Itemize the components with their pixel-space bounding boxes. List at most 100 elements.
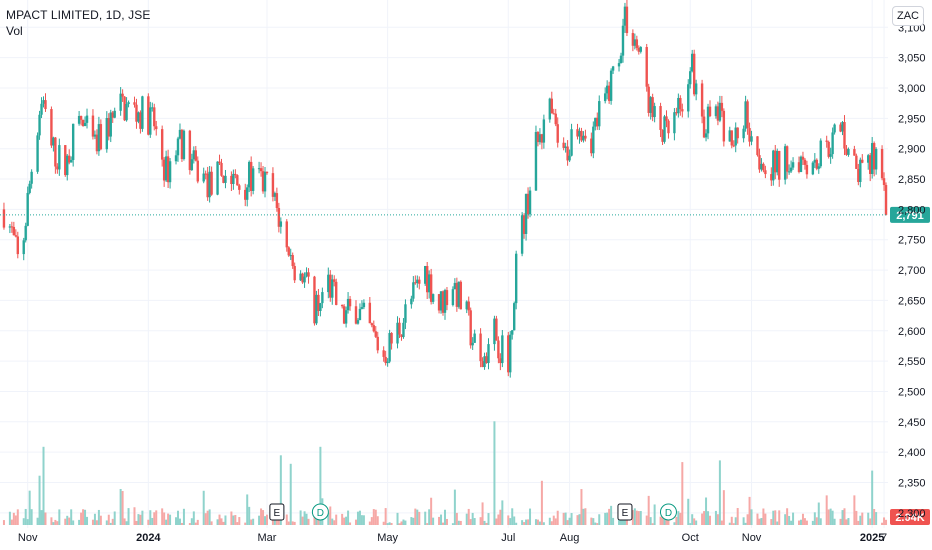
y-tick-label: 3,000 <box>898 83 926 95</box>
candle-body <box>536 132 540 143</box>
candle-body <box>160 129 164 160</box>
volume-bar <box>410 517 413 525</box>
candle-body <box>609 70 613 101</box>
candle-body <box>841 122 844 132</box>
volume-bar <box>819 518 822 525</box>
candle-body <box>178 129 182 139</box>
candle-body <box>570 129 573 156</box>
volume-bar <box>770 519 773 525</box>
volume-bar <box>507 515 510 525</box>
candle-body <box>603 93 607 102</box>
candle-body <box>218 161 221 163</box>
candle-body <box>833 124 836 133</box>
candle-body <box>619 55 623 64</box>
volume-bar <box>578 514 581 525</box>
candle-body <box>216 161 219 195</box>
volume-bar <box>386 523 389 525</box>
candle-body <box>396 322 399 344</box>
volume-bar <box>56 521 59 525</box>
candle-body <box>805 164 809 175</box>
volume-bar <box>180 522 183 525</box>
volume-bar <box>68 517 71 525</box>
volume-bar <box>208 509 211 525</box>
volume-bar <box>258 515 261 525</box>
volume-bar <box>815 517 818 525</box>
volume-bar <box>93 513 96 525</box>
candle-body <box>109 112 112 137</box>
candle-body <box>708 106 712 117</box>
candle-body <box>182 130 186 160</box>
volume-bar <box>163 512 166 525</box>
volume-bar <box>534 519 537 525</box>
candle-body <box>607 85 611 101</box>
candle-body <box>79 115 83 120</box>
currency-button[interactable]: ZAC <box>892 6 924 26</box>
volume-bar <box>58 509 61 525</box>
candle-body <box>645 47 648 87</box>
candle-body <box>811 162 815 175</box>
volume-bar <box>127 508 130 525</box>
volume-bar <box>776 521 779 525</box>
volume-bar <box>125 521 128 525</box>
volume-bar <box>473 518 476 525</box>
x-tick-label: Nov <box>18 532 38 544</box>
candle-body <box>36 135 39 172</box>
candle-body <box>305 272 308 277</box>
volume-bar <box>875 512 878 525</box>
x-tick-label: Nov <box>742 532 762 544</box>
volume-bar <box>734 517 737 525</box>
candle-body <box>750 136 753 142</box>
candle-body <box>204 173 207 175</box>
volume-bar <box>178 518 181 525</box>
candle-body <box>40 103 43 115</box>
volume-bar <box>414 508 417 525</box>
candle-body <box>473 333 476 343</box>
volume-bar <box>97 509 100 525</box>
candle-body <box>69 159 73 163</box>
volume-bar <box>594 522 597 525</box>
volume-bar <box>204 513 207 525</box>
volume-bar <box>220 518 223 525</box>
volume-bar <box>843 508 846 525</box>
volume-bar <box>356 511 359 525</box>
candle-body <box>427 274 431 293</box>
candle-body <box>760 163 763 170</box>
candle-body <box>412 282 415 299</box>
volume-bar <box>677 511 680 525</box>
earnings-marker <box>617 503 633 521</box>
candle-body <box>511 330 514 335</box>
candle-body <box>410 298 413 305</box>
candle-body <box>576 129 579 137</box>
candle-body <box>10 226 14 228</box>
candle-body <box>843 122 846 149</box>
volume-bar <box>250 519 253 525</box>
candle-body <box>647 86 650 113</box>
candle-body <box>85 115 89 123</box>
volume-bar <box>230 511 233 525</box>
candle-body <box>52 137 55 146</box>
volume-bar <box>331 518 334 525</box>
volume-bar <box>196 519 199 525</box>
volume-bar <box>651 523 654 525</box>
candle-body <box>872 143 876 170</box>
volume-bar <box>679 512 682 525</box>
candle-body <box>133 102 136 105</box>
candle-body <box>151 107 154 109</box>
candle-body <box>236 175 239 186</box>
candle-body <box>259 168 263 172</box>
candle-body <box>105 117 108 150</box>
volume-bar <box>703 511 706 525</box>
volume-bar <box>335 514 338 525</box>
volume-bar <box>459 520 462 525</box>
candle-body <box>368 302 372 324</box>
volume-bar <box>289 463 292 525</box>
volume-bar <box>190 518 193 525</box>
volume-bar <box>70 509 73 525</box>
volume-bar <box>853 495 856 525</box>
candle-body <box>859 159 862 182</box>
volume-bar <box>438 516 441 525</box>
volume-bar <box>744 522 747 525</box>
volume-bar <box>354 519 357 525</box>
